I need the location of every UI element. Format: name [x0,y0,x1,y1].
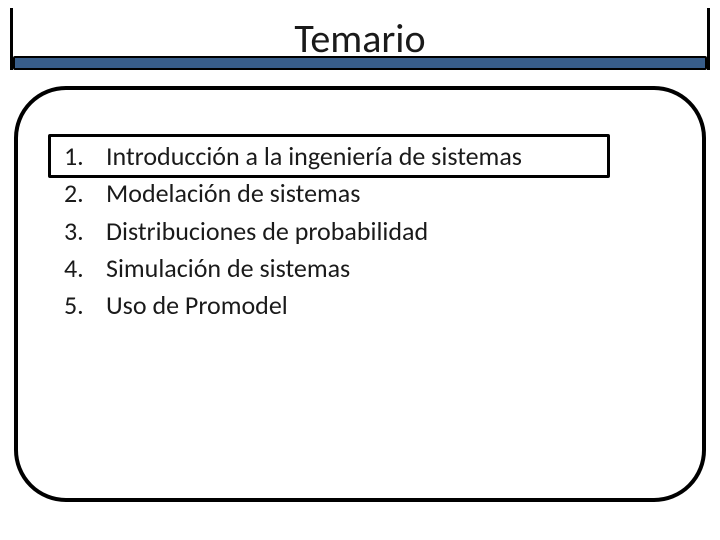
agenda-list: 1. Introducción a la ingeniería de siste… [58,140,662,322]
title-block: Temario [10,8,710,70]
list-item-number: 3. [58,215,106,248]
list-item-text: Uso de Promodel [106,289,662,322]
list-item-text: Simulación de sistemas [106,252,662,285]
page-title: Temario [13,14,707,63]
list-item-number: 1. [58,140,106,173]
list-item-text: Distribuciones de probabilidad [106,215,662,248]
list-item-number: 4. [58,252,106,285]
content-frame: 1. Introducción a la ingeniería de siste… [14,86,706,502]
list-item-number: 2. [58,177,106,210]
list-item-text: Introducción a la ingeniería de sistemas [106,140,662,173]
list-item-number: 5. [58,289,106,322]
list-item-text: Modelación de sistemas [106,177,662,210]
